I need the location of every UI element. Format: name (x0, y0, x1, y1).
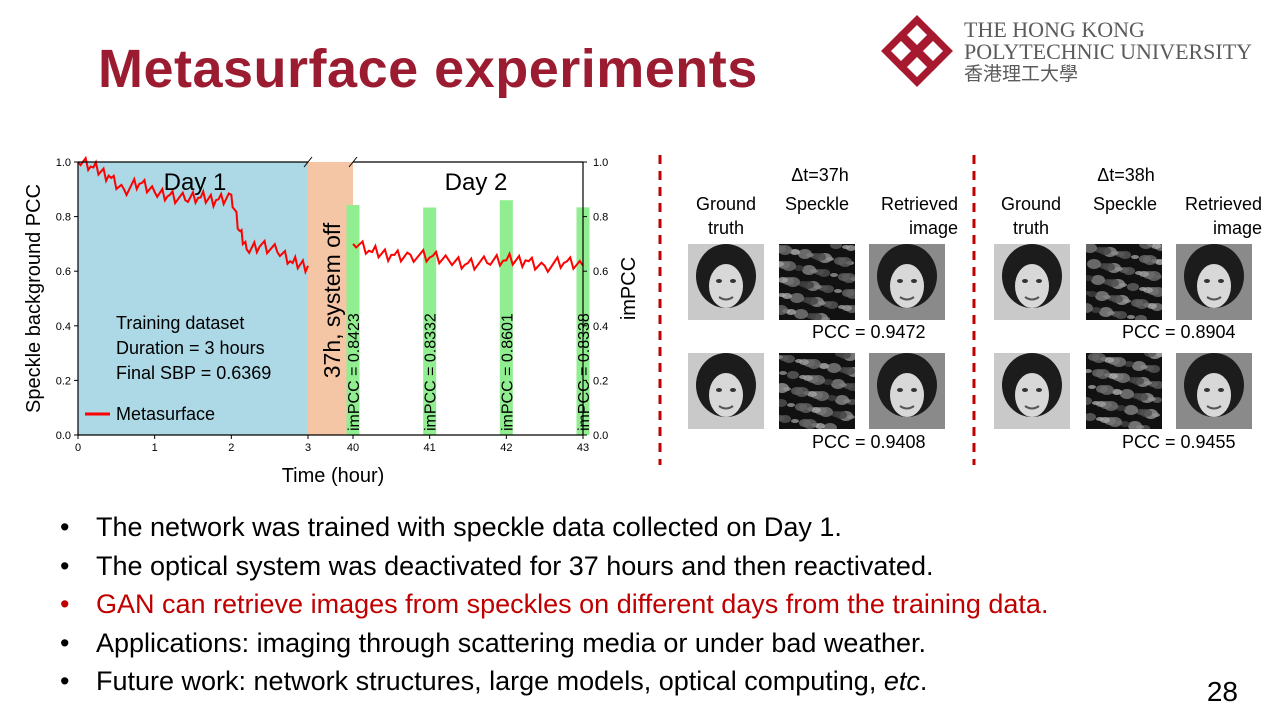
training-info-line: Training dataset (116, 313, 244, 333)
col-header-ground-truth: Ground truth (1000, 194, 1062, 238)
impcc-bar-label: imPCC = 0.8423 (346, 313, 363, 431)
retrieved-face-image-graphic (869, 244, 945, 320)
col-header-ground-truth: Ground truth (695, 194, 757, 238)
slide-number: 28 (1206, 676, 1238, 707)
ground-truth-face-image-graphic (688, 244, 764, 320)
slide-title: Metasurface experiments (98, 39, 758, 99)
x-tick-label: 40 (347, 442, 359, 454)
pcc-value: PCC = 0.9455 (1122, 432, 1236, 452)
polyu-emblem-icon (881, 15, 953, 87)
speckle-image (774, 241, 860, 323)
logo-line-3: 香港理工大學 (964, 63, 1079, 85)
x-tick-label: 0 (75, 442, 81, 454)
bullet-text-end: . (919, 666, 928, 696)
y-tick-label-right: 0.2 (593, 375, 608, 387)
bullet-item: Applications: imaging through scattering… (60, 624, 1048, 663)
bullet-item: The optical system was deactivated for 3… (60, 547, 1048, 586)
training-info-line: Final SBP = 0.6369 (116, 363, 271, 383)
day1-background (78, 162, 308, 435)
ground-truth-face-image-graphic (994, 353, 1070, 429)
ground-truth-face-image (688, 244, 764, 320)
impcc-bar (423, 207, 437, 435)
legend-label: Metasurface (116, 404, 215, 424)
x-tick-label: 43 (577, 442, 589, 454)
system-off-background (308, 162, 353, 435)
pcc-value: PCC = 0.9408 (812, 432, 926, 452)
y-tick-label-right: 0.0 (593, 430, 608, 442)
y-tick-label-left: 0.2 (56, 375, 71, 387)
impcc-bar (346, 205, 360, 435)
bullet-text: Future work: network structures, large m… (96, 666, 884, 696)
day2-label: Day 2 (445, 169, 508, 196)
retrieved-face-image (869, 353, 945, 429)
y-tick-label-left: 0.6 (56, 266, 71, 278)
y-tick-label-right: 0.8 (593, 212, 608, 224)
col-header-retrieved: Retrieved image (1184, 194, 1262, 238)
pcc-value: PCC = 0.8904 (1122, 322, 1236, 342)
axis-break-mark (348, 156, 358, 168)
speckle-image-graphic (774, 241, 860, 323)
ground-truth-face-image (688, 353, 764, 429)
bullet-item: The network was trained with speckle dat… (60, 508, 1048, 547)
system-off-label: 37h, system off (319, 222, 345, 378)
col-header-speckle: Speckle (784, 194, 850, 214)
x-tick-label: 41 (424, 442, 436, 454)
y-tick-label-right: 1.0 (593, 157, 608, 169)
x-tick-label: 3 (305, 442, 311, 454)
ground-truth-face-image (994, 244, 1070, 320)
retrieved-face-image-graphic (869, 353, 945, 429)
y-axis-label-left: Speckle background PCC (23, 184, 45, 413)
bullet-item: Future work: network structures, large m… (60, 662, 1048, 701)
ground-truth-face-image-graphic (688, 353, 764, 429)
pcc-chart: imPCC = 0.8423 imPCC = 0.8332 imPCC = 0.86… (23, 155, 640, 487)
x-tick-label: 42 (500, 442, 512, 454)
impcc-bar-label: imPCC = 0.8332 (423, 313, 440, 431)
col-header-speckle: Speckle (1092, 194, 1158, 214)
speckle-image (775, 351, 861, 433)
ground-truth-face-image-graphic (994, 244, 1070, 320)
divider-left (658, 155, 662, 465)
day1-label: Day 1 (164, 169, 227, 196)
speckle-image-graphic (1080, 349, 1164, 431)
university-logo: THE HONG KONG POLYTECHNIC UNIVERSITY 香港理… (880, 14, 1270, 94)
pcc-value: PCC = 0.9472 (812, 322, 926, 342)
retrieved-face-image-graphic (1176, 244, 1252, 320)
retrieved-face-image (1176, 353, 1252, 429)
impcc-bar-label: imPCC = 0.8601 (499, 313, 516, 431)
retrieved-face-image (869, 244, 945, 320)
speckle-image-graphic (775, 351, 861, 433)
training-info-line: Duration = 3 hours (116, 338, 265, 358)
x-tick-label: 2 (228, 442, 234, 454)
speckle-image (1079, 239, 1167, 323)
day1-series-line (77, 155, 309, 276)
retrieved-face-image-graphic (1176, 353, 1252, 429)
logo-line-2: POLYTECHNIC UNIVERSITY (964, 39, 1253, 64)
impcc-bar-label: imPCC = 0.8338 (576, 313, 593, 431)
y-tick-label-left: 0.4 (56, 321, 71, 333)
col-header-retrieved: Retrieved image (880, 194, 958, 238)
panel-dt-label: Δt=37h (791, 165, 849, 185)
x-axis-label: Time (hour) (282, 465, 385, 487)
day2-series-line (352, 239, 584, 274)
y-tick-label-left: 0.8 (56, 212, 71, 224)
impcc-bar (499, 200, 513, 435)
ground-truth-face-image (994, 353, 1070, 429)
panel-dt-label: Δt=38h (1097, 165, 1155, 185)
speckle-image-graphic (1079, 239, 1167, 323)
bullet-item-highlight: GAN can retrieve images from speckles on… (60, 585, 1048, 624)
y-tick-label-right: 0.4 (593, 321, 608, 333)
logo-line-1: THE HONG KONG (964, 17, 1145, 42)
bullet-text-italic: etc (883, 666, 920, 696)
y-tick-label-left: 1.0 (56, 157, 71, 169)
axis-break-mark (303, 156, 313, 168)
divider-right (972, 155, 976, 465)
y-axis-label-right: imPCC (618, 257, 640, 320)
bullet-list: The network was trained with speckle dat… (60, 508, 1048, 701)
speckle-image (1080, 349, 1164, 431)
x-tick-label: 1 (152, 442, 158, 454)
y-tick-label-left: 0.0 (56, 430, 71, 442)
retrieved-face-image (1176, 244, 1252, 320)
y-tick-label-right: 0.6 (593, 266, 608, 278)
